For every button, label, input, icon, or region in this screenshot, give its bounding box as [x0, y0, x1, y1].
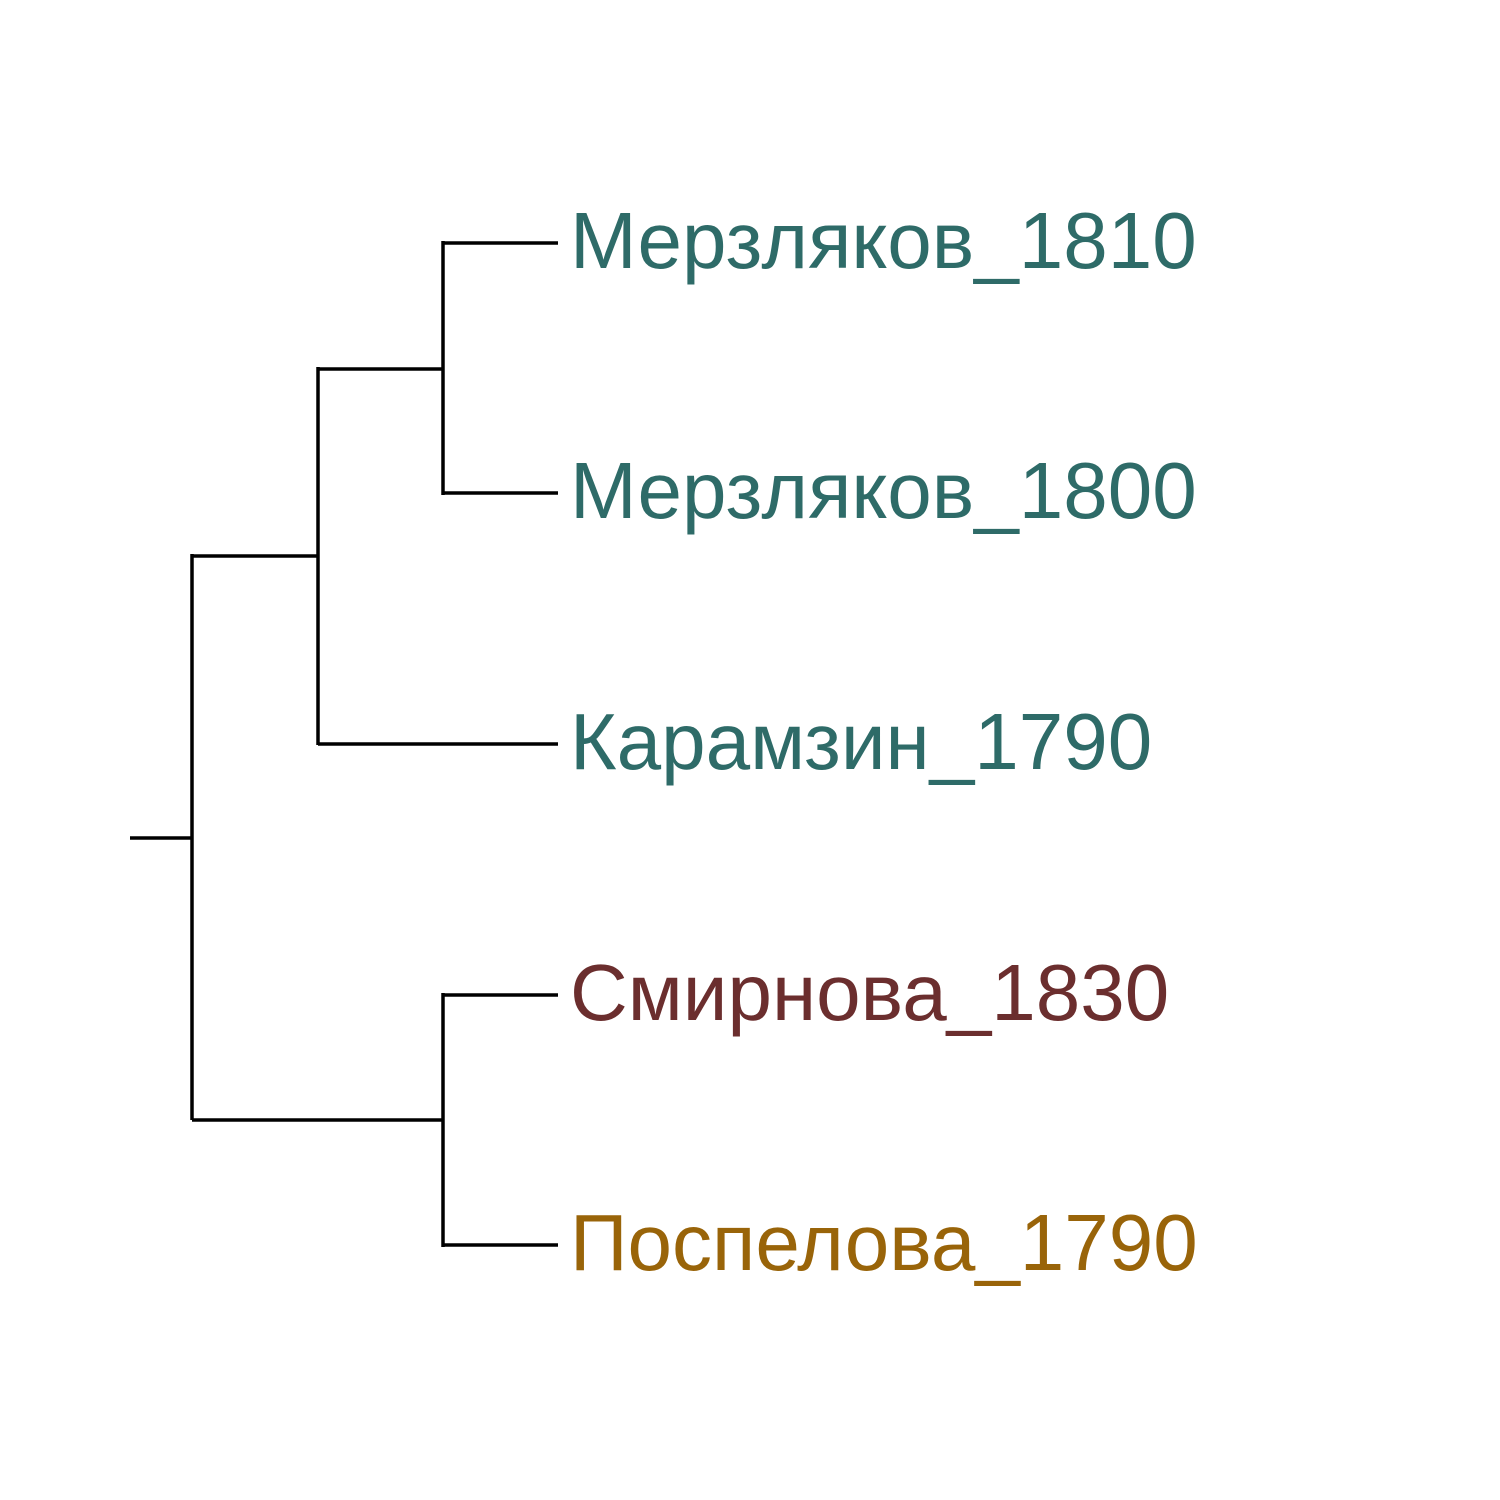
leaf-label-merzlyakov-1810: Мерзляков_1810: [570, 196, 1197, 285]
leaf-label-pospelova-1790: Поспелова_1790: [570, 1198, 1198, 1287]
leaf-label-karamzin-1790: Карамзин_1790: [570, 697, 1152, 786]
leaf-label-smirnova-1830: Смирнова_1830: [570, 948, 1169, 1037]
leaf-label-merzlyakov-1800: Мерзляков_1800: [570, 446, 1197, 535]
